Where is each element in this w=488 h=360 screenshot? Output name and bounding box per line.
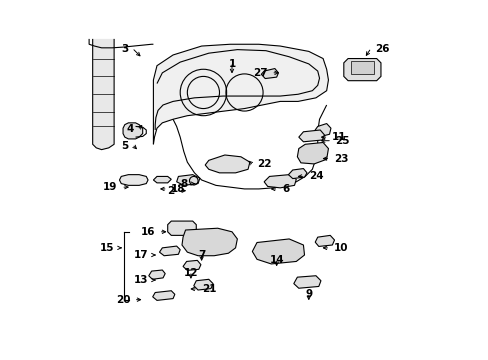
Text: 23: 23: [333, 154, 347, 163]
PathPatch shape: [261, 68, 278, 78]
Text: 27: 27: [253, 68, 267, 78]
PathPatch shape: [293, 276, 320, 288]
Text: 10: 10: [333, 243, 347, 253]
PathPatch shape: [252, 239, 304, 264]
Text: 1: 1: [228, 59, 235, 68]
Text: 26: 26: [374, 44, 388, 54]
Text: 24: 24: [308, 171, 323, 181]
Text: 16: 16: [141, 227, 155, 237]
PathPatch shape: [264, 175, 296, 188]
PathPatch shape: [182, 228, 237, 256]
PathPatch shape: [93, 39, 114, 150]
Text: 25: 25: [335, 136, 349, 146]
Text: 11: 11: [331, 132, 346, 142]
PathPatch shape: [119, 175, 148, 185]
PathPatch shape: [148, 270, 165, 279]
PathPatch shape: [123, 123, 142, 139]
Text: 3: 3: [121, 44, 128, 54]
PathPatch shape: [298, 130, 324, 142]
PathPatch shape: [153, 176, 171, 183]
Text: 20: 20: [116, 295, 130, 305]
Text: 18: 18: [171, 184, 185, 194]
Text: 9: 9: [305, 289, 312, 299]
PathPatch shape: [315, 235, 334, 247]
PathPatch shape: [343, 59, 380, 81]
PathPatch shape: [167, 221, 196, 235]
Text: 19: 19: [103, 182, 118, 192]
PathPatch shape: [159, 246, 180, 256]
PathPatch shape: [350, 62, 373, 74]
PathPatch shape: [205, 155, 249, 173]
PathPatch shape: [193, 279, 213, 290]
Text: 14: 14: [269, 255, 284, 265]
PathPatch shape: [297, 143, 328, 164]
PathPatch shape: [176, 175, 200, 185]
PathPatch shape: [313, 123, 330, 137]
Text: 13: 13: [133, 275, 148, 285]
Text: 2: 2: [167, 186, 175, 196]
Text: 17: 17: [133, 250, 148, 260]
PathPatch shape: [153, 44, 328, 144]
Text: 12: 12: [183, 267, 198, 278]
Text: 5: 5: [121, 141, 128, 151]
Text: 7: 7: [198, 249, 205, 260]
PathPatch shape: [183, 260, 201, 270]
PathPatch shape: [288, 168, 306, 179]
Text: 6: 6: [282, 184, 289, 194]
PathPatch shape: [152, 291, 175, 300]
Text: 4: 4: [126, 123, 134, 134]
Text: 21: 21: [201, 284, 216, 294]
Text: 8: 8: [180, 179, 187, 189]
Text: 22: 22: [257, 159, 271, 169]
Text: 15: 15: [100, 243, 114, 253]
